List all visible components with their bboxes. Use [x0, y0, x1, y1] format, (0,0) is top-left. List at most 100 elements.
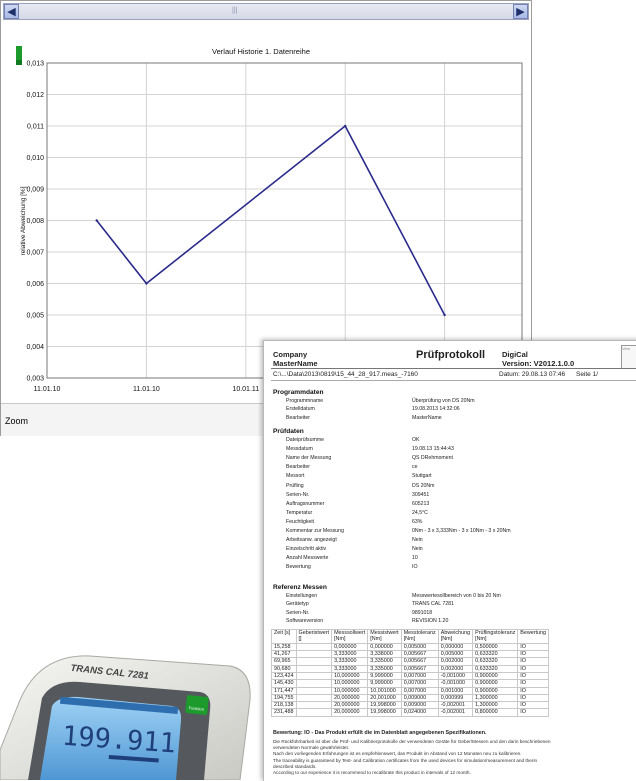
table-cell: 3,338000 — [367, 650, 402, 659]
field-label: Programmname — [286, 398, 324, 404]
field-label: Prüfling — [286, 482, 304, 489]
table-cell: 145,430 — [271, 679, 297, 688]
table-cell: IO — [517, 650, 550, 659]
table-cell: IO — [517, 701, 550, 710]
y-tick-label: 0,007 — [26, 250, 44, 257]
section-programmdaten: Programmdaten — [273, 389, 324, 396]
table-header-cell: Bewertung — [517, 629, 550, 644]
table-cell: 0,024000 — [400, 708, 439, 717]
table-row: 145,430 10,000000 9,999000 0,007000 -0,00100… — [271, 679, 550, 688]
table-cell: 0,000000 — [437, 642, 474, 652]
field-label: Anzahl Messwerte — [286, 555, 329, 562]
chart-title: Verlauf Historie 1. Datenreihe — [212, 47, 310, 56]
y-tick-label: 0,004 — [26, 344, 44, 351]
scroll-grip-icon[interactable]: ||| — [232, 7, 238, 14]
field-value: OK — [412, 437, 420, 443]
table-cell — [295, 701, 333, 710]
field-label: Serien-Nr. — [286, 609, 310, 616]
scroll-left-button[interactable]: ◀ — [4, 4, 19, 19]
field-label: Dateiprüfsumme — [286, 437, 325, 443]
table-cell: 0,000000 — [331, 642, 369, 652]
data-point — [145, 282, 148, 285]
field-value: DS 20Nm — [412, 482, 435, 489]
table-cell: 20,001000 — [367, 693, 402, 703]
y-tick-label: 0,006 — [26, 281, 44, 288]
report-date-text: Datum: 29.08.13 07:46 — [499, 371, 566, 378]
table-cell: IO — [517, 686, 550, 695]
table-row: 194,755 20,000000 20,001000 0,009000 0,00099… — [271, 693, 550, 703]
table-cell: 0,009000 — [400, 701, 439, 710]
table-cell: -0,001000 — [437, 679, 474, 688]
y-tick-label: 0,003 — [26, 376, 44, 383]
table-header-cell: Zeit [s] — [271, 629, 297, 644]
table-cell: 0,900000 — [472, 671, 519, 681]
field-label: Arbeitsanw. angezeigt — [286, 537, 337, 544]
report-file-path: C:\...\Data\2013\0819\15_44_28_917.meas_… — [273, 371, 418, 378]
header-name: Bewertung — [520, 630, 547, 636]
field-value: Messwertesollbereich von 0 bis 20 Nm — [412, 593, 501, 599]
field-label: Gerätetyp — [286, 601, 309, 608]
field-value: Überprüfung von DS 20Nm — [412, 398, 475, 404]
table-cell — [295, 664, 333, 674]
report-note-line: Die Rückführbarkeit ist über die Prüf- u… — [273, 739, 551, 744]
data-point — [443, 313, 446, 317]
table-cell: 0,633320 — [472, 650, 519, 659]
table-row: 15,258 0,000000 0,000000 0,005000 0,000000 0,… — [271, 642, 550, 652]
header-unit: [Nm] — [370, 636, 382, 643]
table-cell: 3,333000 — [331, 650, 369, 659]
data-point — [344, 124, 347, 128]
horizontal-scrollbar[interactable]: ◀ ||| ▶ — [3, 3, 529, 20]
table-cell: 15,258 — [271, 642, 297, 652]
table-cell: 0,633320 — [472, 664, 519, 674]
header-name: Messistwert — [370, 630, 399, 636]
scroll-right-button[interactable]: ▶ — [513, 4, 528, 19]
table-row: 231,488 20,000000 19,998000 0,024000 -0,0020… — [271, 708, 550, 717]
report-note-line: The traceability is guaranteed by Test- … — [273, 757, 538, 763]
table-row: 123,424 10,000000 9,999000 0,007000 -0,00100… — [271, 671, 550, 681]
table-cell: IO — [517, 671, 550, 681]
table-cell: 0,800000 — [472, 708, 519, 717]
table-cell: 0,500000 — [472, 642, 519, 652]
pruefprotokoll-document: Company MasterName Prüfprotokoll DigiCal… — [263, 340, 636, 781]
table-cell: 3,335000 — [367, 664, 402, 674]
table-cell: 41,267 — [271, 650, 297, 659]
report-divider — [271, 368, 636, 369]
table-header-cell: Messtoleranz [Nm] — [400, 629, 439, 644]
table-cell: 171,447 — [271, 686, 297, 695]
table-cell: 0,009000 — [400, 693, 439, 703]
header-unit: [Nm] — [440, 636, 453, 643]
table-cell: 19,998000 — [367, 701, 402, 710]
device-function-key-label: Funktion — [188, 705, 204, 712]
y-axis-ticks: 0,013 0,012 0,011 0,010 0,009 0,008 0,007 0,006… — [26, 61, 44, 383]
y-axis-label: relative Abweichung [%] — [20, 186, 27, 255]
report-logo-text: Vers — [622, 346, 631, 351]
table-cell: IO — [517, 657, 550, 666]
zoom-label[interactable]: Zoom — [5, 416, 29, 426]
table-cell: 0,002000 — [437, 657, 474, 666]
y-tick-label: 0,013 — [26, 61, 44, 68]
table-cell: IO — [517, 642, 550, 652]
report-note-line: Nach den vorliegenden Erfahrungen ist es… — [273, 751, 522, 757]
table-cell — [295, 650, 333, 659]
plot-grid — [47, 62, 522, 379]
device-display-bar — [108, 754, 159, 763]
field-value: 9891018 — [412, 609, 433, 616]
field-label: Einzelschritt aktiv — [286, 546, 327, 553]
table-cell — [295, 657, 333, 666]
report-note-line: According to our experience it is recomm… — [273, 770, 471, 775]
field-label: Bewertung — [286, 564, 311, 571]
table-cell — [295, 679, 333, 688]
field-label: Einstellungen — [286, 593, 318, 599]
field-label: Name der Messung — [286, 455, 332, 462]
table-cell — [295, 693, 333, 703]
table-cell — [295, 642, 333, 652]
y-tick-label: 0,009 — [26, 187, 44, 194]
x-tick-label: 11.01.10 — [133, 386, 160, 393]
series-layer — [95, 124, 446, 317]
table-cell: -0,001000 — [437, 671, 474, 681]
device-function-key[interactable] — [185, 695, 209, 715]
table-cell: 0,007000 — [400, 671, 439, 681]
field-label: Bearbeiter — [286, 414, 310, 421]
header-name: Messsollwert — [334, 630, 366, 636]
table-cell: 3,333000 — [331, 657, 369, 666]
